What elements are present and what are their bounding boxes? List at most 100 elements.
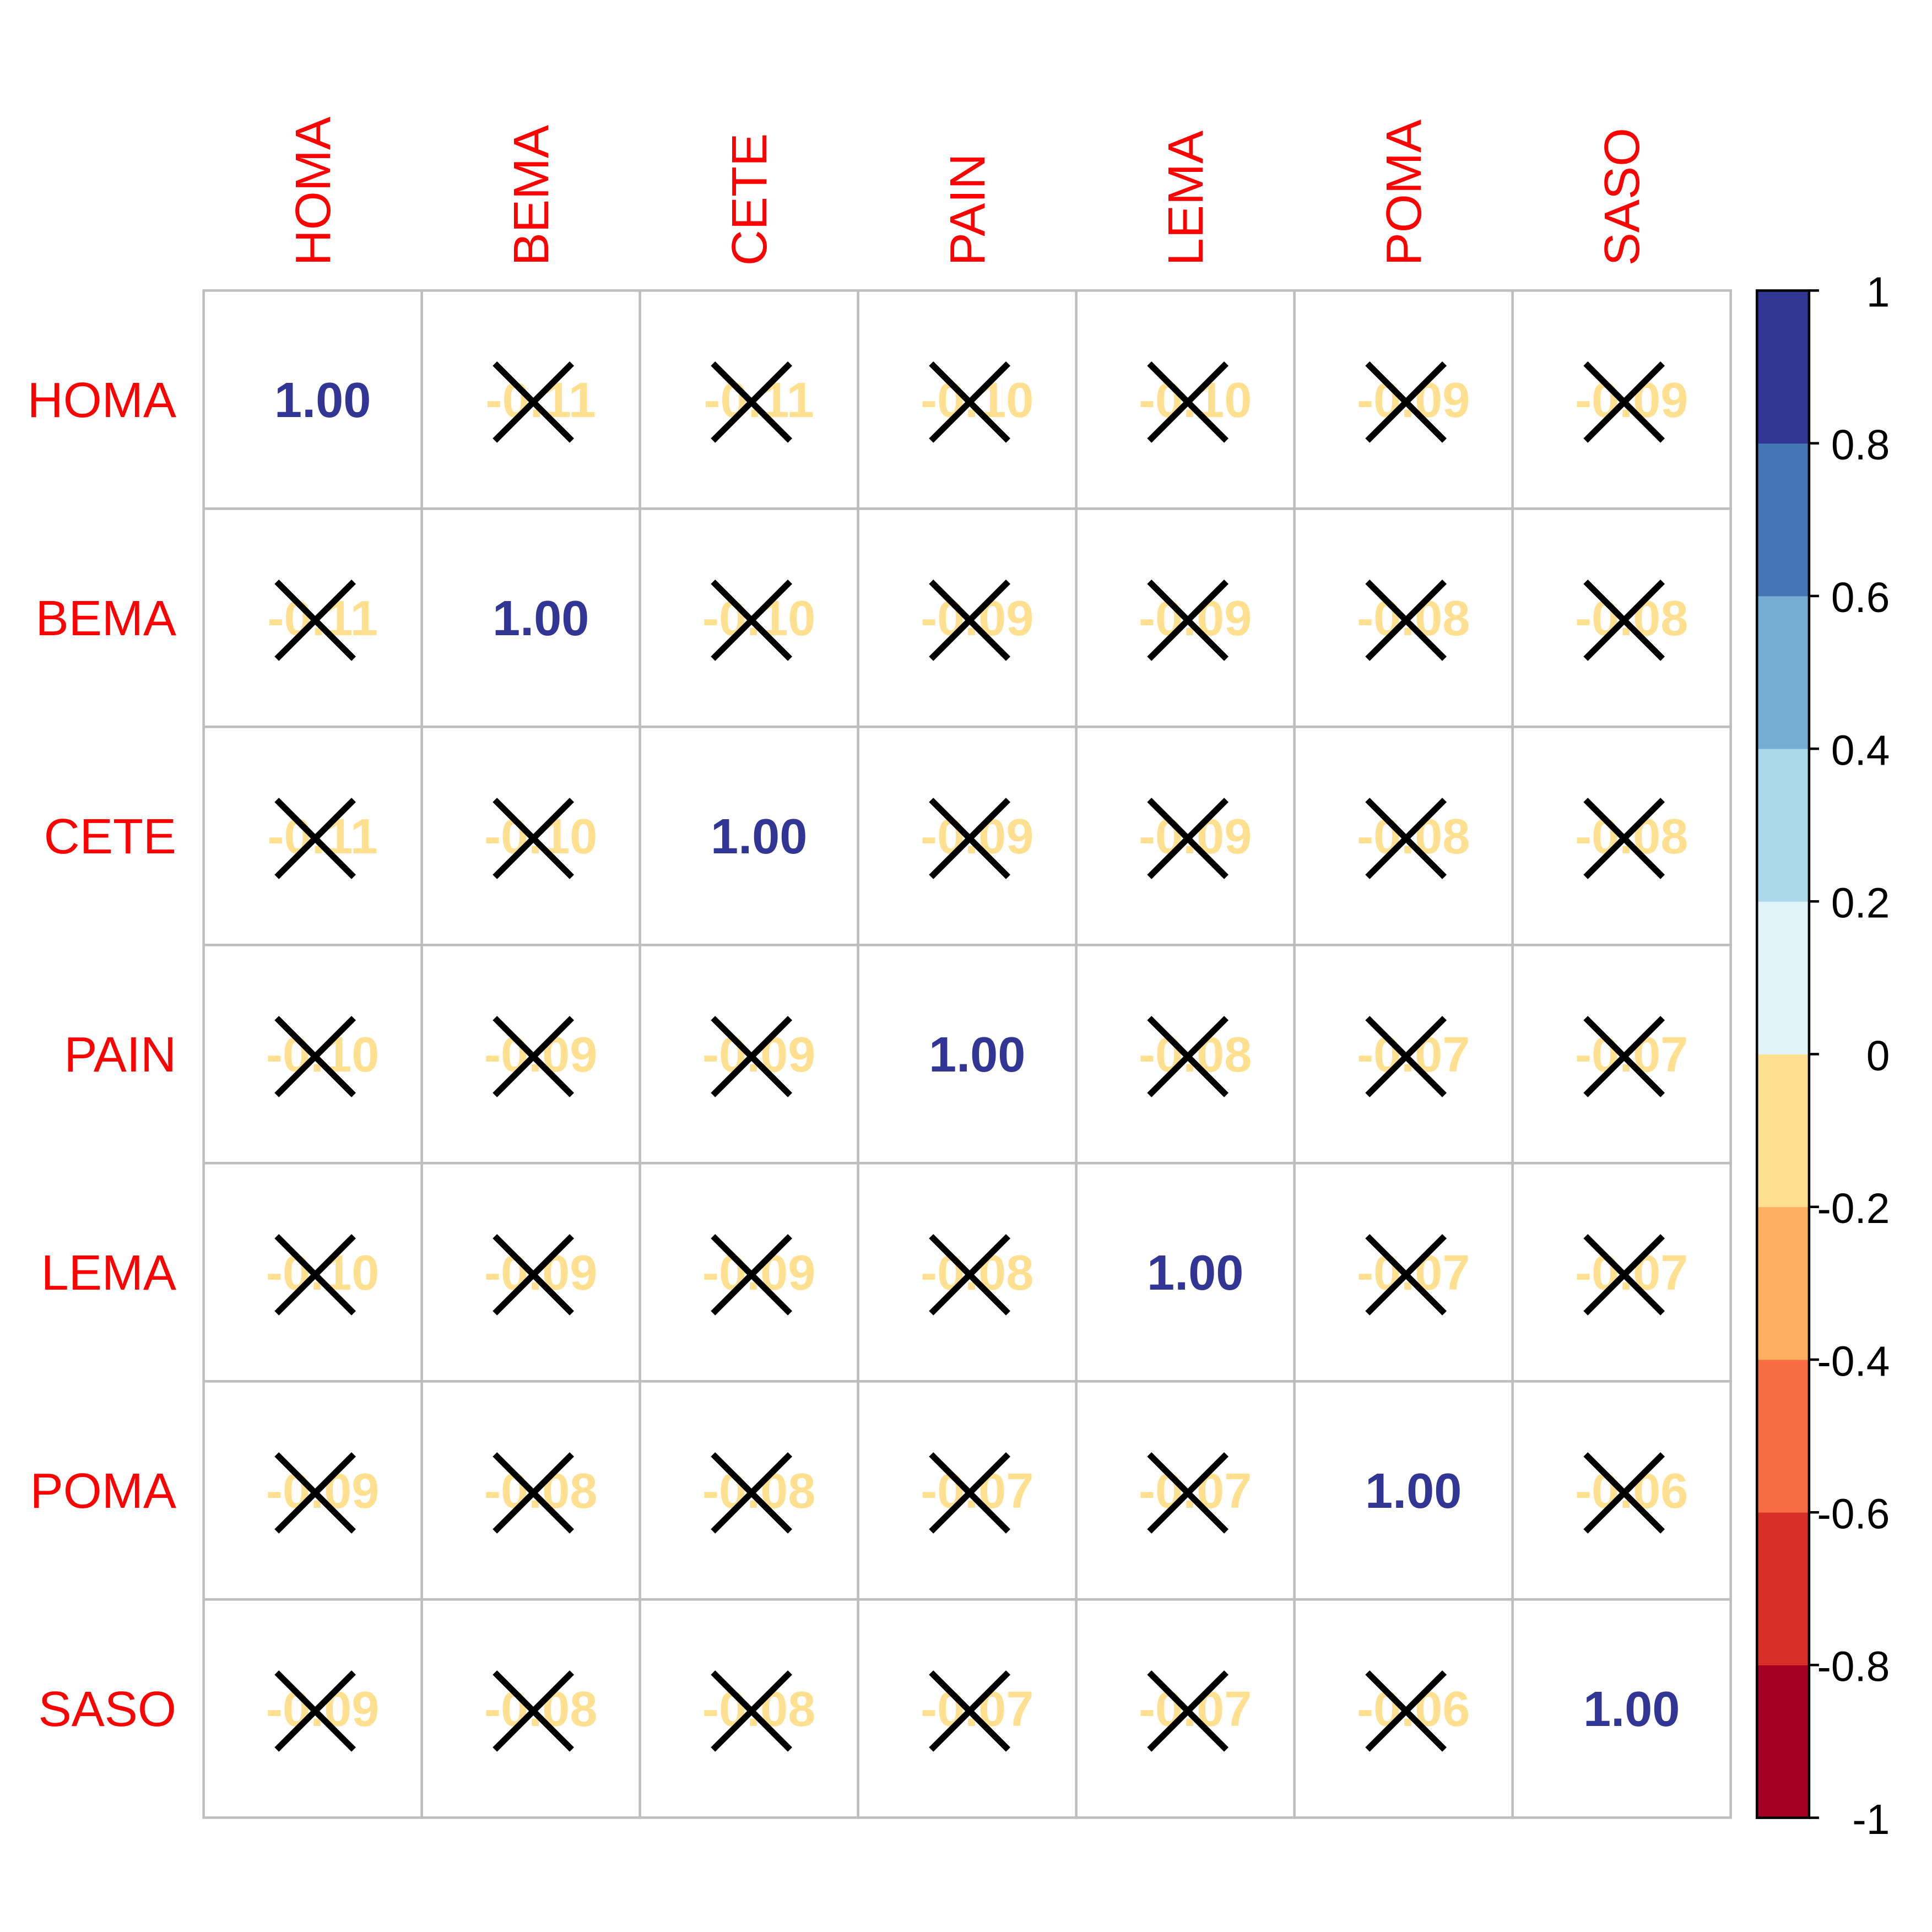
cross-mark (1147, 1670, 1229, 1752)
cross-mark (929, 1452, 1011, 1534)
cell-value: 1.00 (1365, 1463, 1462, 1519)
cell-value: 1.00 (493, 591, 589, 646)
cell-value: -0.09 (266, 1463, 379, 1519)
cell-value: -0.09 (1357, 372, 1470, 428)
cross-mark (1365, 1234, 1447, 1316)
cell-value: -0.07 (1357, 1027, 1470, 1083)
cross-mark (274, 1016, 356, 1097)
cell-value: -0.09 (484, 1245, 597, 1301)
cell-value: -0.08 (484, 1681, 597, 1737)
colorbar-tick-label: 0.2 (1831, 880, 1890, 927)
colorbar-segment (1757, 1512, 1809, 1665)
column-label: POMA (1376, 120, 1432, 266)
cell-value: -0.08 (921, 1245, 1033, 1301)
cross-mark (493, 798, 574, 879)
cross-mark (711, 1452, 793, 1534)
cross-mark (1583, 1016, 1665, 1097)
cross-mark (274, 798, 356, 879)
matrix-cell (1511, 1598, 1732, 1819)
row-label: SASO (39, 1681, 176, 1737)
cell-value: -0.10 (921, 372, 1033, 428)
cross-mark (929, 798, 1011, 879)
cell-value: -0.09 (921, 809, 1033, 864)
cross-mark (1147, 798, 1229, 879)
cross-mark (1365, 1670, 1447, 1752)
colorbar-segment (1757, 901, 1809, 1055)
colorbar-tick-label: 0.8 (1831, 422, 1890, 469)
cross-mark (274, 580, 356, 661)
cell-value: 1.00 (274, 372, 371, 428)
cross-mark (1583, 798, 1665, 879)
colorbar-tick-label: -0.4 (1817, 1338, 1890, 1385)
colorbar-segment (1757, 290, 1809, 444)
cell-value: -0.07 (1139, 1463, 1252, 1519)
cross-mark (711, 1670, 793, 1752)
cell-value: -0.08 (1139, 1027, 1252, 1083)
matrix-cell (202, 944, 423, 1165)
colorbar-tick-label: -0.6 (1817, 1491, 1890, 1538)
matrix-cell (857, 944, 1078, 1165)
cell-value: 1.00 (711, 809, 807, 864)
cross-mark (1147, 1016, 1229, 1097)
colorbar-tick-label: -1 (1852, 1796, 1890, 1843)
colorbar-segment (1757, 1359, 1809, 1513)
matrix-cell (857, 1380, 1078, 1601)
cell-value: -0.08 (1357, 809, 1470, 864)
column-label: SASO (1594, 128, 1650, 266)
column-label: BEMA (504, 125, 559, 266)
cross-mark (1583, 1452, 1665, 1534)
row-label: BEMA (36, 591, 176, 646)
cross-mark (274, 1452, 356, 1534)
cross-mark (493, 1452, 574, 1534)
column-label: LEMA (1158, 131, 1214, 266)
cell-value: -0.07 (1357, 1245, 1470, 1301)
colorbar-tick-label: 0 (1866, 1033, 1890, 1080)
colorbar-segment (1757, 596, 1809, 749)
colorbar-tick-label: -0.8 (1817, 1644, 1890, 1691)
row-label: PAIN (64, 1027, 176, 1083)
cross-mark (711, 361, 793, 443)
cross-mark (274, 1670, 356, 1752)
column-label: CETE (722, 133, 777, 266)
cell-value: -0.07 (921, 1681, 1033, 1737)
row-label: HOMA (28, 372, 176, 428)
cross-mark (929, 361, 1011, 443)
cell-value: -0.10 (702, 591, 815, 646)
cell-value: 1.00 (929, 1027, 1025, 1083)
cell-value: -0.07 (1139, 1681, 1252, 1737)
cell-value: -0.08 (1575, 809, 1688, 864)
cross-mark (711, 580, 793, 661)
cell-value: -0.07 (921, 1463, 1033, 1519)
cross-mark (493, 361, 574, 443)
matrix-cell (202, 507, 423, 728)
cell-value: -0.09 (1139, 591, 1252, 646)
cell-value: -0.08 (484, 1463, 597, 1519)
cell-value: -0.11 (703, 372, 814, 428)
cell-value: -0.07 (1575, 1245, 1688, 1301)
cross-mark (1365, 798, 1447, 879)
cell-value: -0.10 (484, 809, 597, 864)
cross-mark (711, 1234, 793, 1316)
cross-mark (1147, 361, 1229, 443)
row-label: LEMA (41, 1245, 176, 1301)
cell-value: -0.10 (1139, 372, 1252, 428)
cell-value: -0.11 (267, 591, 377, 646)
cell-value: -0.09 (484, 1027, 597, 1083)
cross-mark (274, 1234, 356, 1316)
cell-value: -0.07 (1575, 1027, 1688, 1083)
cross-mark (1147, 580, 1229, 661)
cell-value: -0.10 (266, 1027, 379, 1083)
cross-mark (1365, 580, 1447, 661)
cell-value: -0.10 (266, 1245, 379, 1301)
cross-mark (929, 1670, 1011, 1752)
cross-mark (929, 1234, 1011, 1316)
cross-mark (929, 580, 1011, 661)
colorbar-tick-label: 1 (1866, 269, 1890, 316)
cell-value: 1.00 (1147, 1245, 1243, 1301)
cross-mark (493, 1234, 574, 1316)
cross-mark (493, 1670, 574, 1752)
cell-value: -0.08 (1575, 591, 1688, 646)
cross-mark (1583, 1234, 1665, 1316)
cell-value: -0.09 (702, 1245, 815, 1301)
